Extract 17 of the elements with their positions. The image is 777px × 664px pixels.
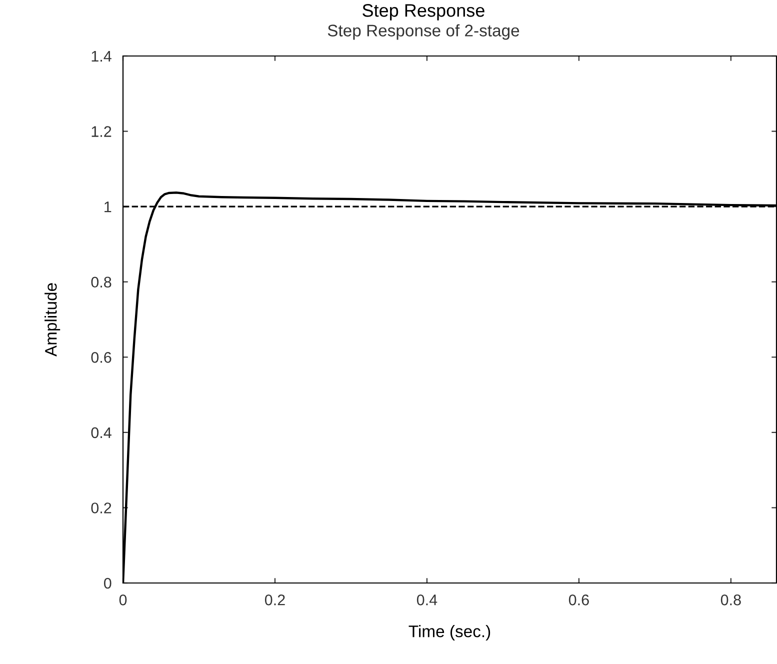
y-axis-title: Amplitude: [44, 283, 60, 357]
x-tick-label: 0: [119, 594, 127, 606]
y-tick-label: 0.4: [91, 427, 112, 438]
x-tick-label: 0.2: [264, 594, 285, 606]
y-tick-label: 0.2: [91, 502, 112, 514]
chart-subtitle: Step Response of 2-stage: [328, 24, 520, 40]
y-tick-label: 1: [104, 202, 112, 212]
y-tick-label: 0.8: [91, 276, 112, 288]
x-tick-label: 0.8: [720, 594, 741, 606]
x-tick-label: 0.6: [568, 594, 589, 606]
y-tick-label: 1.4: [92, 51, 112, 62]
y-tick-label: 1.2: [92, 126, 112, 137]
x-tick-label: 0.4: [416, 594, 438, 606]
x-axis-title: Time (sec.): [408, 625, 490, 641]
y-tick-label: 0.6: [91, 352, 112, 363]
y-tick-label: 0: [104, 578, 112, 589]
chart-title: Step Response: [362, 4, 484, 20]
